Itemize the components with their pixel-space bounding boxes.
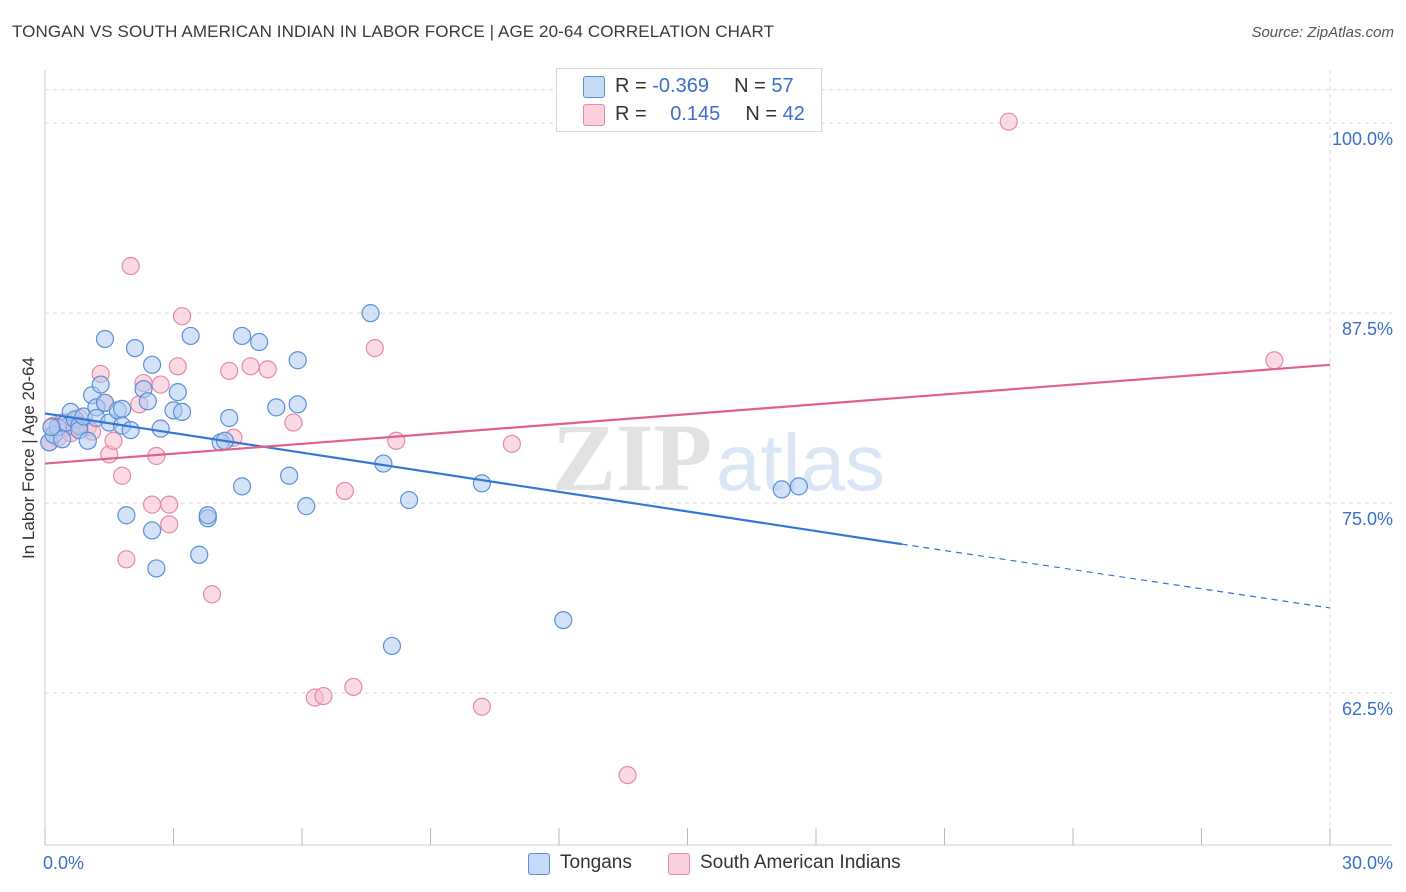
trend-lines: [44, 363, 1331, 609]
point-south-american-indians: [1265, 351, 1284, 370]
point-tongans: [554, 610, 573, 630]
legend-r-label: R =: [615, 103, 653, 125]
point-tongans: [772, 480, 791, 499]
point-south-american-indians: [241, 357, 260, 376]
point-south-american-indians: [618, 765, 637, 785]
trend-line-south-american-indians: [44, 363, 1331, 465]
point-tongans: [232, 477, 252, 496]
point-south-american-indians: [172, 307, 192, 326]
y-tick-label: 62.5%: [1342, 699, 1393, 719]
point-tongans: [399, 490, 419, 510]
point-tongans: [382, 636, 402, 656]
point-south-american-indians: [104, 431, 123, 450]
axes: [44, 70, 1392, 846]
point-tongans: [112, 399, 132, 418]
point-tongans: [78, 431, 97, 450]
point-tongans: [190, 545, 209, 564]
legend-n-value: 57: [771, 75, 794, 97]
point-south-american-indians: [160, 495, 179, 514]
point-tongans: [91, 375, 110, 394]
point-tongans: [125, 338, 145, 358]
point-tongans: [220, 408, 239, 428]
x-tick-label: 0.0%: [43, 853, 84, 873]
y-tick-label: 75.0%: [1342, 509, 1393, 529]
legend-swatch-blue: [583, 76, 605, 98]
y-axis-label: In Labor Force | Age 20-64: [19, 357, 38, 559]
y-tick-label: 87.5%: [1342, 319, 1393, 339]
point-tongans: [198, 506, 217, 525]
point-tongans: [232, 326, 252, 346]
bottom-legend-swatch-pink: [668, 853, 690, 875]
legend-n-label: N =: [734, 75, 772, 97]
point-tongans: [42, 418, 61, 437]
point-south-american-indians: [999, 112, 1018, 131]
bottom-legend-label: South American Indians: [700, 852, 901, 873]
point-tongans: [172, 402, 192, 422]
point-south-american-indians: [112, 466, 132, 485]
point-tongans: [267, 398, 286, 417]
point-tongans: [288, 395, 307, 414]
point-tongans: [168, 383, 187, 402]
point-tongans: [95, 329, 115, 349]
bottom-legend-swatch-blue: [528, 853, 550, 875]
point-tongans: [288, 351, 307, 370]
point-tongans: [142, 521, 162, 540]
legend-n-label: N =: [745, 103, 783, 125]
point-south-american-indians: [168, 357, 187, 376]
point-south-american-indians: [202, 585, 222, 604]
trend-line-tongans: [44, 412, 902, 546]
legend-r-label: R =: [615, 75, 653, 97]
legend-r-value: 0.145: [670, 103, 721, 125]
point-south-american-indians: [258, 360, 277, 379]
tick-labels: 62.5% 75.0% 87.5% 100.0% 0.0% 30.0%: [43, 129, 1393, 873]
trend-line-tongans-extrapolated: [901, 543, 1331, 609]
point-tongans: [297, 497, 316, 516]
point-tongans: [472, 474, 491, 493]
point-south-american-indians: [344, 677, 363, 697]
point-south-american-indians: [117, 550, 136, 569]
correlation-legend: R = -0.369 N = 57 R = 0.145 N = 42: [556, 68, 822, 132]
point-south-american-indians: [142, 495, 162, 514]
point-south-american-indians: [502, 434, 521, 453]
point-south-american-indians: [220, 361, 239, 380]
y-tick-label: 100.0%: [1332, 129, 1393, 149]
point-tongans: [138, 392, 157, 411]
legend-r-value: -0.369: [652, 75, 709, 97]
point-tongans: [250, 332, 269, 352]
legend-n-value: 42: [782, 103, 805, 125]
point-tongans: [121, 421, 140, 440]
point-tongans: [53, 430, 72, 449]
point-tongans: [361, 304, 380, 323]
point-south-american-indians: [314, 686, 333, 706]
legend-swatch-pink: [583, 104, 605, 126]
point-tongans: [280, 466, 299, 485]
point-tongans: [181, 326, 200, 346]
point-south-american-indians: [387, 431, 406, 450]
point-tongans: [117, 506, 136, 525]
bottom-legend-label: Tongans: [560, 852, 632, 873]
source-label: Source: ZipAtlas.com: [1251, 24, 1394, 41]
point-south-american-indians: [151, 375, 170, 394]
point-tongans: [151, 419, 170, 438]
point-south-american-indians: [121, 256, 140, 276]
chart-title: TONGAN VS SOUTH AMERICAN INDIAN IN LABOR…: [12, 22, 775, 41]
grid-lines: [45, 70, 1392, 845]
x-tick-label: 30.0%: [1342, 853, 1393, 873]
point-tongans: [789, 477, 808, 496]
point-tongans: [142, 355, 162, 374]
point-south-american-indians: [284, 413, 303, 432]
point-tongans: [147, 559, 166, 578]
point-south-american-indians: [160, 515, 179, 534]
point-south-american-indians: [335, 481, 354, 501]
point-south-american-indians: [472, 697, 491, 716]
point-south-american-indians: [365, 338, 384, 358]
